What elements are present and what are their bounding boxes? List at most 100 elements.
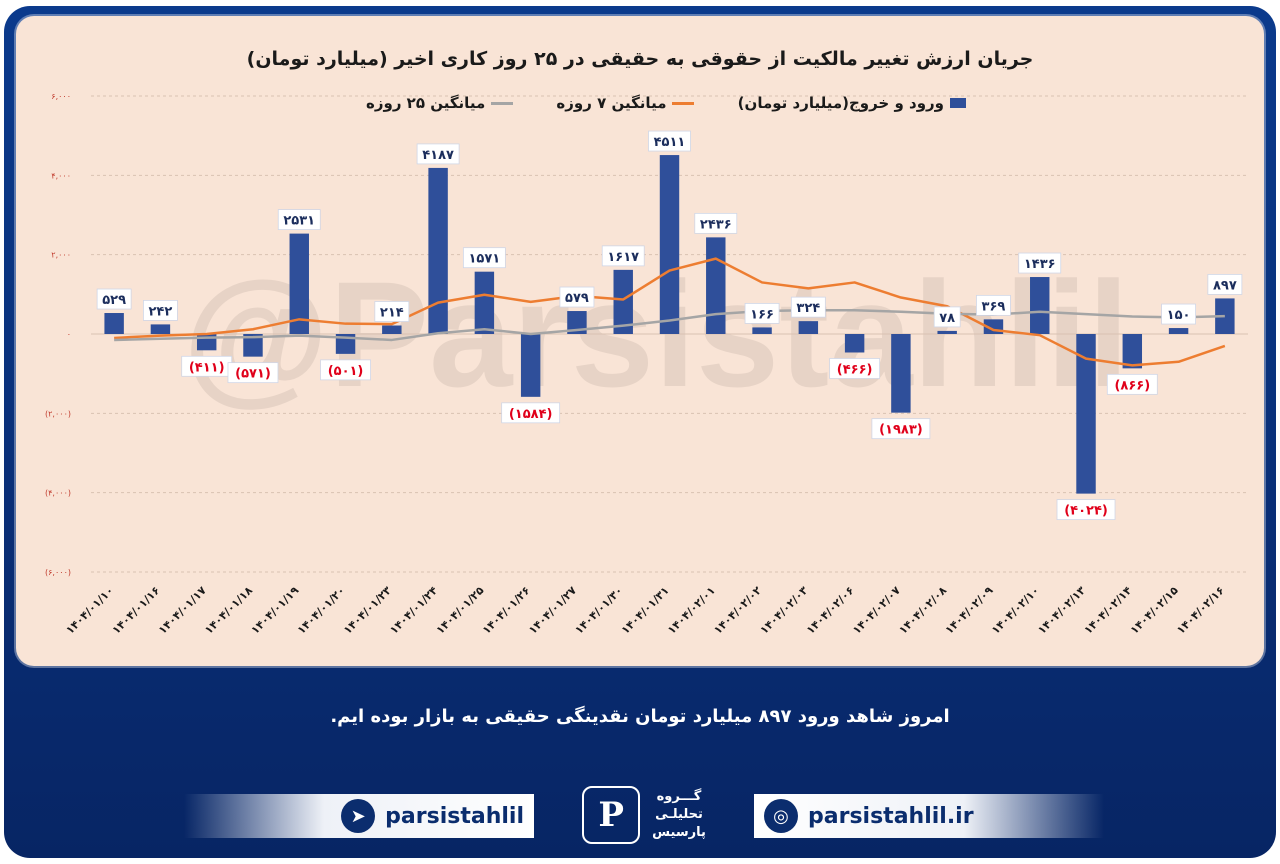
- data-label: ۱۶۱۷: [607, 250, 639, 265]
- website-url: parsistahlil.ir: [808, 803, 974, 829]
- bar: [567, 311, 587, 334]
- data-label: ۱۵۷۱: [469, 252, 501, 267]
- x-tick-label: ۱۴۰۴/۰۱/۱۰: [63, 584, 116, 637]
- x-tick-label: ۱۴۰۴/۰۲/۰۹: [943, 584, 996, 637]
- x-tick-label: ۱۴۰۴/۰۲/۱۰: [989, 584, 1042, 637]
- data-label-box: [694, 212, 738, 234]
- legend-swatch-bars: [950, 98, 966, 108]
- bar: [382, 325, 402, 334]
- data-label-box: [601, 245, 645, 267]
- legend-swatch-ma7: [672, 101, 695, 105]
- legend-item-ma7: میانگین ۷ روزه: [556, 94, 695, 112]
- y-tick-label: ۰: [67, 330, 71, 339]
- data-label: ۵۲۹: [102, 293, 126, 308]
- x-tick-label: ۱۴۰۴/۰۱/۲۷: [526, 584, 579, 637]
- website-link[interactable]: ◎ parsistahlil.ir: [754, 794, 1104, 838]
- logo-icon: P: [582, 786, 641, 844]
- x-tick-label: ۱۴۰۴/۰۲/۰۳: [758, 584, 811, 637]
- data-label: (۱۹۸۳): [879, 423, 923, 438]
- x-tick-label: ۱۴۰۴/۰۱/۱۶: [110, 584, 163, 637]
- bar: [706, 237, 726, 334]
- y-tick-label: ۲,۰۰۰: [51, 251, 71, 260]
- bar: [1076, 334, 1096, 494]
- ma7-line: [114, 257, 1226, 367]
- x-tick-label: ۱۴۰۴/۰۲/۱۶: [1174, 584, 1227, 637]
- data-label-box: [933, 306, 961, 328]
- logo-line-1: گـــروه: [656, 789, 702, 804]
- x-tick-label: ۱۴۰۴/۰۲/۱۳: [1035, 584, 1088, 637]
- logo-line-2: تحلیلـی: [655, 807, 703, 822]
- telegram-icon: ➤: [341, 799, 376, 833]
- data-label-box: [227, 362, 279, 384]
- x-tick-label: ۱۴۰۴/۰۱/۲۶: [480, 584, 533, 637]
- x-tick-label: ۱۴۰۴/۰۲/۰۶: [804, 584, 857, 637]
- data-label-box: [277, 209, 321, 231]
- data-label: ۸۹۷: [1213, 278, 1237, 293]
- legend-item-bars: ورود و خروج(میلیارد تومان): [738, 94, 966, 112]
- summary-message: امروز شاهد ورود ۸۹۷ میلیارد تومان نقدینگ…: [330, 706, 950, 727]
- bar: [891, 334, 911, 413]
- bar: [1030, 277, 1050, 334]
- ma25-line: [114, 308, 1225, 342]
- legend-item-ma25: میانگین ۲۵ روزه: [366, 94, 514, 112]
- data-label-box: [559, 286, 595, 308]
- data-label: (۱۵۸۴): [509, 407, 553, 422]
- data-label: (۴۶۶): [837, 362, 873, 377]
- bar: [659, 155, 680, 334]
- data-label: ۱۴۳۶: [1024, 257, 1056, 272]
- poster-frame: @Parsistahlil ۶,۰۰۰ ۴,۰۰۰ ۲,۰۰۰ ۰ (۲,۰۰۰) (۴,…: [4, 6, 1276, 858]
- bar: [104, 313, 124, 334]
- y-tick-label: (۴,۰۰۰): [45, 489, 71, 498]
- legend-label-bars: ورود و خروج(میلیارد تومان): [737, 94, 944, 112]
- data-label-box: [744, 303, 780, 324]
- globe-icon: ◎: [764, 799, 798, 833]
- bar: [428, 167, 448, 334]
- legend-swatch-ma25: [491, 101, 514, 105]
- bar: [1122, 334, 1143, 369]
- y-tick-label: ۴,۰۰۰: [51, 171, 71, 180]
- data-label-box: [790, 296, 826, 318]
- x-tick-label: ۱۴۰۴/۰۲/۰۷: [850, 584, 903, 637]
- y-tick-label: (۲,۰۰۰): [45, 409, 71, 418]
- data-label: ۲۴۲: [149, 304, 173, 319]
- data-label-box: [320, 359, 371, 381]
- telegram-link[interactable]: ➤ parsistahlil: [184, 794, 534, 838]
- data-label: ۵۷۹: [565, 291, 589, 306]
- data-label: (۴۱۱): [189, 360, 225, 375]
- brand-logo: P گـــروه تحلیلـی پارسیس: [524, 784, 764, 846]
- footer: ➤ parsistahlil P گـــروه تحلیلـی پارسیس …: [184, 784, 1104, 844]
- logo-line-3: پارسیس: [652, 825, 706, 840]
- data-label: ۱۵۰: [1167, 308, 1191, 323]
- y-tick-label: ۶,۰۰۰: [51, 92, 71, 101]
- data-label-box: [648, 130, 691, 152]
- data-label: ۲۵۳۱: [283, 214, 315, 229]
- data-label: (۸۶۶): [1114, 378, 1150, 393]
- telegram-handle: parsistahlil: [385, 803, 524, 829]
- x-tick-label: ۱۴۰۴/۰۱/۱۸: [202, 584, 255, 637]
- x-tick-label: ۱۴۰۴/۰۱/۱۷: [156, 584, 209, 637]
- data-label: ۲۱۴: [380, 306, 404, 321]
- data-label-box: [96, 288, 132, 310]
- data-label-box: [374, 301, 410, 322]
- chart-panel: @Parsistahlil ۶,۰۰۰ ۴,۰۰۰ ۲,۰۰۰ ۰ (۲,۰۰۰) (۴,…: [16, 16, 1264, 666]
- x-tick-label: ۱۴۰۴/۰۱/۲۰: [295, 584, 348, 637]
- chart-title: جریان ارزش تغییر مالکیت از حقوقی به حقیق…: [246, 48, 1034, 70]
- x-tick-label: ۱۴۰۴/۰۱/۲۴: [387, 584, 440, 637]
- x-tick-label: ۱۴۰۴/۰۲/۰۸: [896, 584, 949, 637]
- data-label-box: [1207, 274, 1243, 295]
- bar: [844, 334, 865, 353]
- data-label: ۴۱۸۷: [422, 148, 454, 163]
- bar: [1168, 328, 1189, 334]
- bar: [289, 233, 309, 334]
- data-label: (۴۰۲۴): [1064, 504, 1108, 519]
- data-label-box: [501, 402, 561, 424]
- data-label: (۵۷۱): [235, 367, 271, 382]
- data-label-box: [976, 294, 1011, 316]
- bar: [520, 334, 541, 397]
- data-label: ۳۲۴: [796, 301, 820, 316]
- x-tick-label: ۱۴۰۴/۰۲/۰۱: [665, 584, 718, 637]
- data-label-box: [462, 247, 506, 269]
- data-label-box: [416, 143, 460, 165]
- bar: [798, 321, 819, 334]
- x-tick-label: ۱۴۰۴/۰۲/۱۵: [1128, 584, 1181, 637]
